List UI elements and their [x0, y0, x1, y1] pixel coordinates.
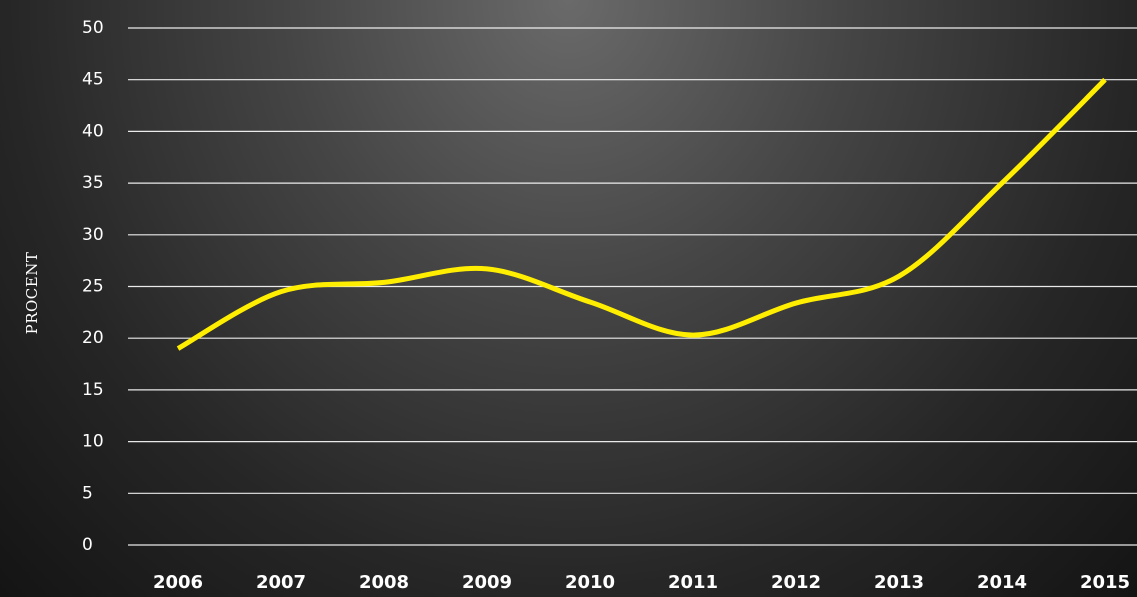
x-tick-label: 2013	[874, 572, 924, 593]
y-tick-label: 35	[82, 173, 104, 193]
y-axis-label: PROCENT	[23, 252, 41, 335]
x-tick-label: 2014	[977, 572, 1027, 593]
x-tick-label: 2008	[359, 572, 409, 593]
y-tick-label: 45	[82, 70, 104, 90]
line-series	[176, 77, 1107, 351]
y-tick-label: 5	[82, 483, 93, 503]
y-tick-label: 0	[82, 535, 93, 555]
y-tick-label: 40	[82, 121, 104, 141]
x-tick-label: 2009	[462, 572, 512, 593]
x-tick-label: 2015	[1080, 572, 1130, 593]
y-tick-label: 15	[82, 380, 104, 400]
x-tick-label: 2012	[771, 572, 821, 593]
x-tick-label: 2007	[256, 572, 306, 593]
x-tick-label: 2011	[668, 572, 718, 593]
y-tick-label: 10	[82, 432, 104, 452]
y-tick-label: 30	[82, 225, 104, 245]
x-tick-label: 2010	[565, 572, 615, 593]
y-tick-label: 50	[82, 18, 104, 38]
x-tick-label: 2006	[153, 572, 203, 593]
y-tick-label: 25	[82, 277, 104, 297]
y-tick-label: 20	[82, 328, 104, 348]
